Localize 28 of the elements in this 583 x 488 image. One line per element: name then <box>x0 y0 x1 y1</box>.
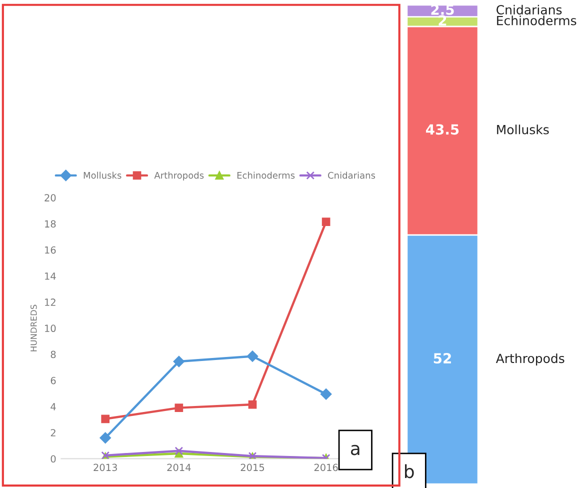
y-tick-label: 0 <box>50 455 56 463</box>
x-tick-label: 2014 <box>167 464 191 472</box>
y-tick-label: 10 <box>45 324 56 332</box>
legend-label: Mollusks <box>84 172 122 179</box>
y-tick-label: 18 <box>45 220 56 228</box>
legend-label: Echinoderms <box>237 172 295 179</box>
y-tick-label: 4 <box>50 403 56 410</box>
x-tick-label: 2016 <box>314 464 338 472</box>
annotation: a <box>350 444 360 456</box>
data-label: 43.5 <box>426 124 459 135</box>
x-tick-label: 2013 <box>94 464 117 472</box>
x-tick-label: 2015 <box>240 464 264 472</box>
annotation: b <box>405 464 414 478</box>
y-axis-title: HUNDREDS <box>30 304 37 352</box>
legend-label: Arthropods <box>154 172 204 180</box>
series-label: Arthropods <box>496 353 564 366</box>
y-tick-label: 14 <box>45 272 56 280</box>
y-tick-label: 16 <box>45 246 56 254</box>
y-tick-label: 12 <box>45 298 56 306</box>
legend-label: Cnidarians <box>328 172 376 179</box>
y-tick-label: 20 <box>44 194 56 202</box>
series-label: Mollusks <box>497 124 549 134</box>
data-label: 52 <box>434 353 451 364</box>
y-tick-label: 8 <box>50 350 56 358</box>
y-tick-label: 2 <box>50 429 56 436</box>
series-label: Cnidarians <box>496 4 562 14</box>
y-tick-label: 6 <box>50 376 56 384</box>
series-label: Echinoderms <box>497 16 576 26</box>
